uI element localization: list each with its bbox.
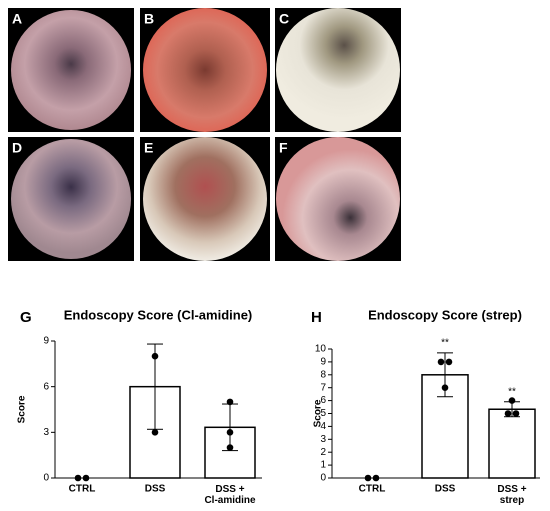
y-tick-label: 3 [43,427,49,438]
y-tick-label: 2 [320,447,326,458]
data-point [441,384,449,392]
data-point [504,410,512,417]
data-point [226,398,234,406]
data-point [226,444,234,451]
x-tick-label: DSS [435,484,456,495]
image-label: E [144,140,153,156]
y-tick-label: 5 [320,408,326,419]
chart-title: Endoscopy Score (strep) [368,307,522,322]
x-tick-label: DSS + Cl-amidine [204,484,256,506]
image-label: C [279,11,289,27]
y-tick-label: 6 [320,395,326,406]
endoscopy-image [11,10,131,130]
data-point [512,410,520,417]
y-tick-label: 6 [43,381,49,392]
y-tick-label: 1 [320,460,326,471]
data-point [508,397,516,404]
endoscopy-image [276,137,400,261]
y-tick-label: 3 [320,434,326,445]
y-tick-label: 0 [320,473,326,484]
y-tick-label: 4 [320,421,326,432]
data-point [151,352,159,360]
data-point [82,474,90,482]
data-point [364,474,372,482]
data-point [151,429,159,436]
y-tick-label: 7 [320,382,326,393]
image-label: D [12,140,22,156]
bar [488,408,536,479]
data-point [226,429,234,436]
data-point [437,358,445,366]
bar [421,374,469,479]
x-tick-label: CTRL [359,484,386,495]
y-axis-label: Score [313,399,324,427]
y-tick-label: 8 [320,369,326,380]
y-tick-label: 9 [320,357,326,368]
data-point [445,358,453,366]
x-tick-label: DSS [145,484,166,495]
y-tick-label: 9 [43,336,49,347]
image-label: B [144,11,154,27]
panel-label: G [20,309,32,326]
chart-title: Endoscopy Score (Cl-amidine) [64,307,253,322]
endoscopy-image [11,139,131,259]
panel-label: H [311,309,322,326]
data-point [372,474,380,482]
data-point [74,474,82,482]
significance: ** [441,338,449,349]
image-label: F [279,140,288,156]
endoscopy-images: A B C D E F [8,8,401,261]
x-tick-label: CTRL [69,484,96,495]
significance: ** [508,386,516,397]
y-tick-label: 10 [315,344,327,355]
y-axis-label: Score [17,395,28,423]
image-label: A [12,11,22,27]
endoscopy-image [276,8,400,132]
x-tick-label: DSS + strep [497,484,526,506]
endoscopy-image [143,8,267,132]
y-tick-label: 0 [43,473,49,484]
endoscopy-image [143,137,267,261]
